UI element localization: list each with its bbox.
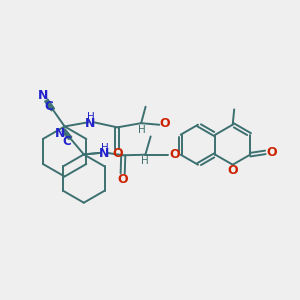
Text: H: H [100, 142, 108, 153]
Text: O: O [227, 164, 238, 177]
Text: C: C [62, 134, 71, 148]
Text: O: O [169, 148, 180, 161]
Text: H: H [142, 156, 149, 166]
Text: N: N [55, 127, 65, 140]
Text: O: O [266, 146, 277, 159]
Text: N: N [99, 147, 110, 160]
Text: C: C [45, 100, 53, 112]
Text: O: O [159, 117, 170, 130]
Text: H: H [87, 112, 94, 122]
Text: N: N [38, 88, 48, 102]
Text: O: O [117, 173, 128, 186]
Text: H: H [138, 124, 146, 135]
Text: O: O [112, 147, 123, 161]
Text: N: N [85, 117, 96, 130]
